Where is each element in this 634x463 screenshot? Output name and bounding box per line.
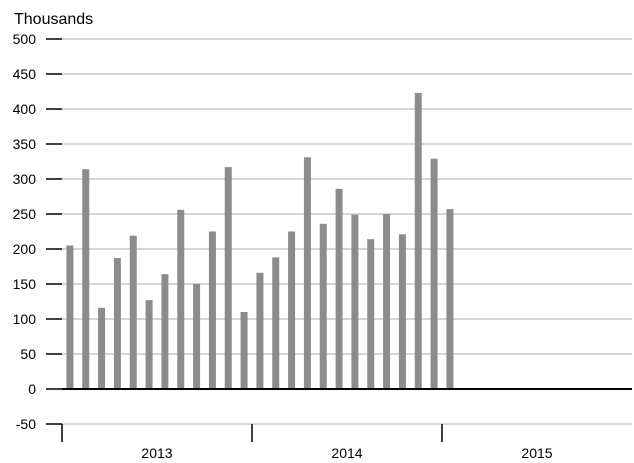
y-unit-label: Thousands xyxy=(14,11,93,28)
x-tick-label: 2015 xyxy=(521,445,552,461)
bar xyxy=(351,214,359,389)
bar xyxy=(383,214,391,389)
bar xyxy=(367,239,375,389)
x-tick-label: 2013 xyxy=(141,445,172,461)
bar xyxy=(240,312,248,389)
bar xyxy=(303,157,311,389)
bar xyxy=(288,231,296,389)
x-axis: 2013 2014 2015 xyxy=(61,388,632,461)
y-tick-label: 0 xyxy=(28,381,36,397)
bar xyxy=(113,258,121,389)
y-tick-label: 150 xyxy=(13,276,37,292)
y-tick-label: 400 xyxy=(13,101,37,117)
bar xyxy=(224,167,232,389)
bar xyxy=(129,235,137,389)
y-tick-label: -50 xyxy=(16,416,36,432)
y-tick-label: 50 xyxy=(20,346,36,362)
y-tick-label: 100 xyxy=(13,311,37,327)
bar xyxy=(272,257,280,389)
x-tick-label: 2014 xyxy=(331,445,362,461)
gridlines xyxy=(62,38,632,425)
bar xyxy=(66,245,74,389)
y-tick-label: 350 xyxy=(13,136,37,152)
y-axis: -50 0 50 100 150 200 250 300 350 400 450 500 xyxy=(13,31,62,432)
bars xyxy=(66,92,454,390)
bar xyxy=(145,300,153,389)
bar xyxy=(319,223,327,389)
y-tick-label: 300 xyxy=(13,171,37,187)
bar xyxy=(82,169,90,389)
bar xyxy=(414,92,422,390)
bar xyxy=(161,274,169,389)
y-tick-label: 200 xyxy=(13,241,37,257)
bar xyxy=(98,307,106,389)
bar xyxy=(335,188,343,389)
y-tick-label: 250 xyxy=(13,206,37,222)
bar xyxy=(177,209,185,389)
bar xyxy=(398,234,406,389)
bar xyxy=(446,209,454,389)
bar xyxy=(256,272,264,389)
bar xyxy=(193,284,201,389)
y-tick-label: 450 xyxy=(13,66,37,82)
y-tick-label: 500 xyxy=(13,31,37,47)
bar xyxy=(430,158,438,389)
bar xyxy=(208,231,216,389)
